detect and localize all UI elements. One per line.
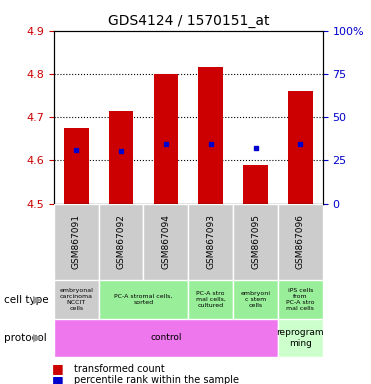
FancyBboxPatch shape — [188, 204, 233, 280]
Bar — [243, 165, 268, 204]
Text: PC-A stromal cells,
sorted: PC-A stromal cells, sorted — [114, 294, 173, 305]
Title: GDS4124 / 1570151_at: GDS4124 / 1570151_at — [108, 14, 269, 28]
FancyBboxPatch shape — [144, 204, 188, 280]
FancyBboxPatch shape — [278, 280, 323, 319]
Text: cell type: cell type — [4, 295, 48, 305]
Bar — [109, 111, 133, 204]
FancyBboxPatch shape — [99, 280, 188, 319]
Text: control: control — [150, 333, 182, 343]
FancyBboxPatch shape — [188, 280, 233, 319]
Text: transformed count: transformed count — [74, 364, 165, 374]
Text: GSM867095: GSM867095 — [251, 214, 260, 270]
FancyBboxPatch shape — [233, 204, 278, 280]
Text: reprogram
ming: reprogram ming — [276, 328, 324, 348]
Text: PC-A stro
mal cells,
cultured: PC-A stro mal cells, cultured — [196, 291, 226, 308]
Bar — [198, 68, 223, 204]
FancyBboxPatch shape — [54, 204, 99, 280]
Text: ■: ■ — [52, 374, 64, 384]
Text: embryoni
c stem
cells: embryoni c stem cells — [240, 291, 270, 308]
Text: ▶: ▶ — [33, 295, 41, 305]
Text: ■: ■ — [52, 362, 64, 375]
FancyBboxPatch shape — [54, 280, 99, 319]
Bar — [64, 128, 89, 204]
Text: GSM867093: GSM867093 — [206, 214, 215, 270]
FancyBboxPatch shape — [278, 204, 323, 280]
Text: GSM867091: GSM867091 — [72, 214, 81, 270]
Bar — [154, 74, 178, 204]
Text: embryonal
carcinoma
NCCIT
cells: embryonal carcinoma NCCIT cells — [59, 288, 93, 311]
Text: GSM867092: GSM867092 — [116, 215, 125, 269]
Bar — [288, 91, 313, 204]
Text: GSM867094: GSM867094 — [161, 215, 170, 269]
FancyBboxPatch shape — [278, 319, 323, 357]
Text: ▶: ▶ — [33, 333, 41, 343]
Text: iPS cells
from
PC-A stro
mal cells: iPS cells from PC-A stro mal cells — [286, 288, 315, 311]
Text: GSM867096: GSM867096 — [296, 214, 305, 270]
Text: protocol: protocol — [4, 333, 46, 343]
FancyBboxPatch shape — [54, 319, 278, 357]
Text: percentile rank within the sample: percentile rank within the sample — [74, 375, 239, 384]
FancyBboxPatch shape — [99, 204, 144, 280]
FancyBboxPatch shape — [233, 280, 278, 319]
